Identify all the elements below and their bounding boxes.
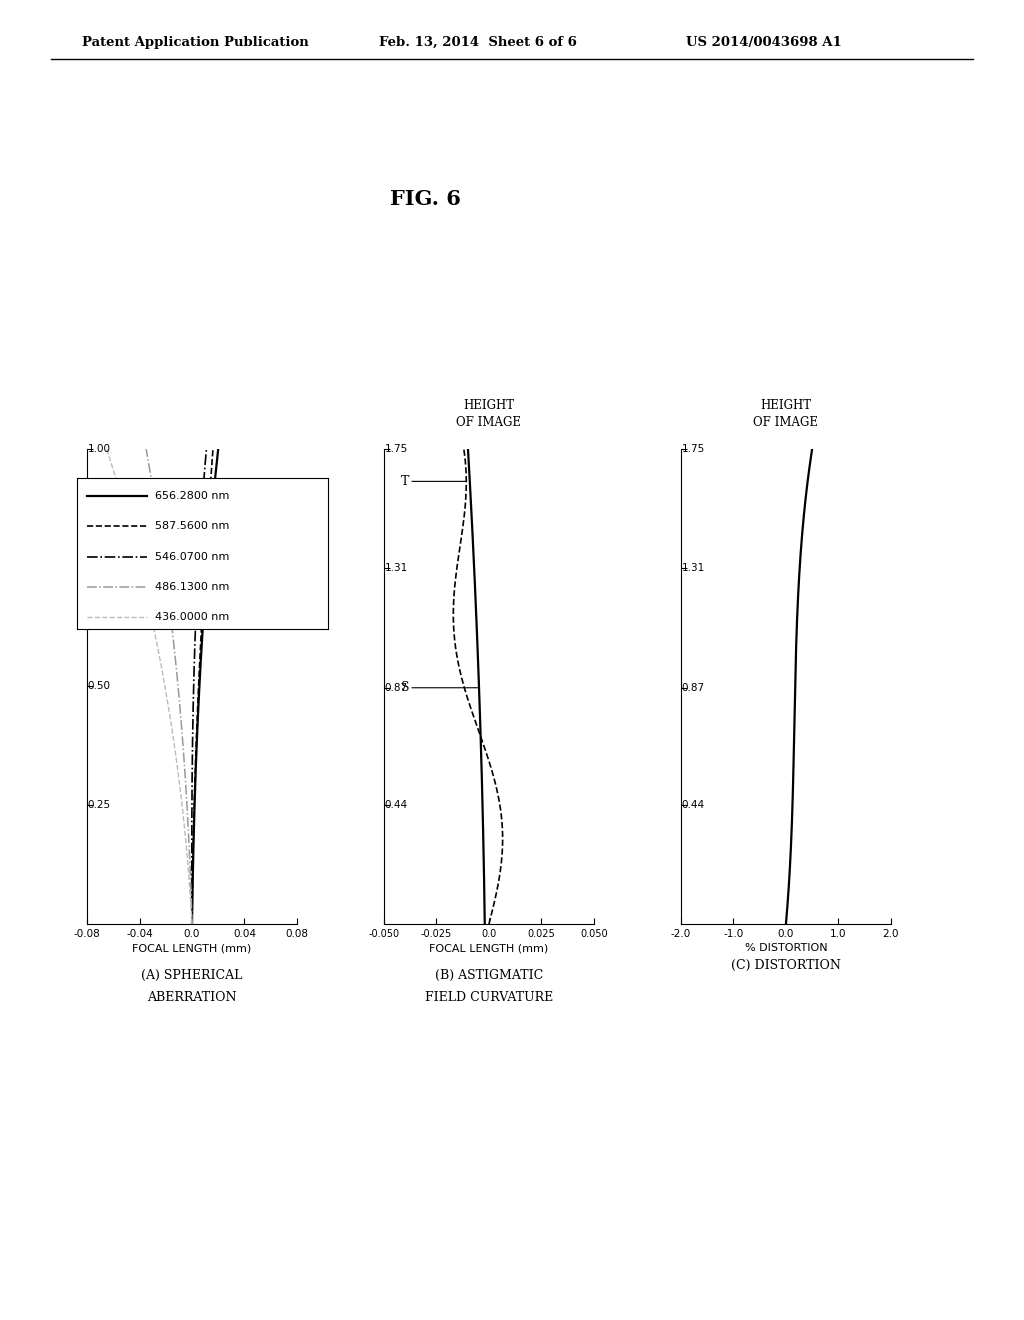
Text: 1.31: 1.31: [681, 564, 705, 573]
Text: S: S: [400, 681, 479, 694]
Text: 0.75: 0.75: [87, 562, 111, 573]
Text: 1.31: 1.31: [384, 564, 408, 573]
Text: Feb. 13, 2014  Sheet 6 of 6: Feb. 13, 2014 Sheet 6 of 6: [379, 36, 577, 49]
Text: 656.2800 nm: 656.2800 nm: [155, 491, 229, 500]
Text: 0.44: 0.44: [681, 800, 705, 809]
Text: 546.0700 nm: 546.0700 nm: [155, 552, 229, 561]
Text: FIG. 6: FIG. 6: [389, 189, 461, 209]
X-axis label: FOCAL LENGTH (mm): FOCAL LENGTH (mm): [132, 942, 252, 953]
Text: 0.25: 0.25: [87, 800, 111, 810]
Text: 486.1300 nm: 486.1300 nm: [155, 582, 229, 591]
Text: 1.75: 1.75: [681, 444, 705, 454]
Text: 0.44: 0.44: [384, 800, 408, 809]
Text: US 2014/0043698 A1: US 2014/0043698 A1: [686, 36, 842, 49]
Text: 0.50: 0.50: [87, 681, 111, 692]
Text: (C) DISTORTION: (C) DISTORTION: [731, 958, 841, 972]
Text: ABERRATION: ABERRATION: [147, 990, 237, 1003]
Text: 1.75: 1.75: [384, 444, 408, 454]
Text: 0.87: 0.87: [384, 682, 408, 693]
Text: HEIGHT
OF IMAGE: HEIGHT OF IMAGE: [457, 399, 521, 429]
Text: (B) ASTIGMATIC: (B) ASTIGMATIC: [435, 969, 543, 982]
Text: T: T: [400, 475, 466, 488]
Text: 436.0000 nm: 436.0000 nm: [155, 612, 228, 622]
Text: FIELD CURVATURE: FIELD CURVATURE: [425, 990, 553, 1003]
Text: 1.00: 1.00: [87, 444, 111, 454]
X-axis label: FOCAL LENGTH (mm): FOCAL LENGTH (mm): [429, 942, 549, 953]
Text: (A) SPHERICAL: (A) SPHERICAL: [141, 969, 243, 982]
X-axis label: % DISTORTION: % DISTORTION: [744, 942, 827, 953]
Text: 587.5600 nm: 587.5600 nm: [155, 521, 229, 531]
Text: Patent Application Publication: Patent Application Publication: [82, 36, 308, 49]
Text: HEIGHT
OF IMAGE: HEIGHT OF IMAGE: [754, 399, 818, 429]
Text: 0.87: 0.87: [681, 682, 705, 693]
